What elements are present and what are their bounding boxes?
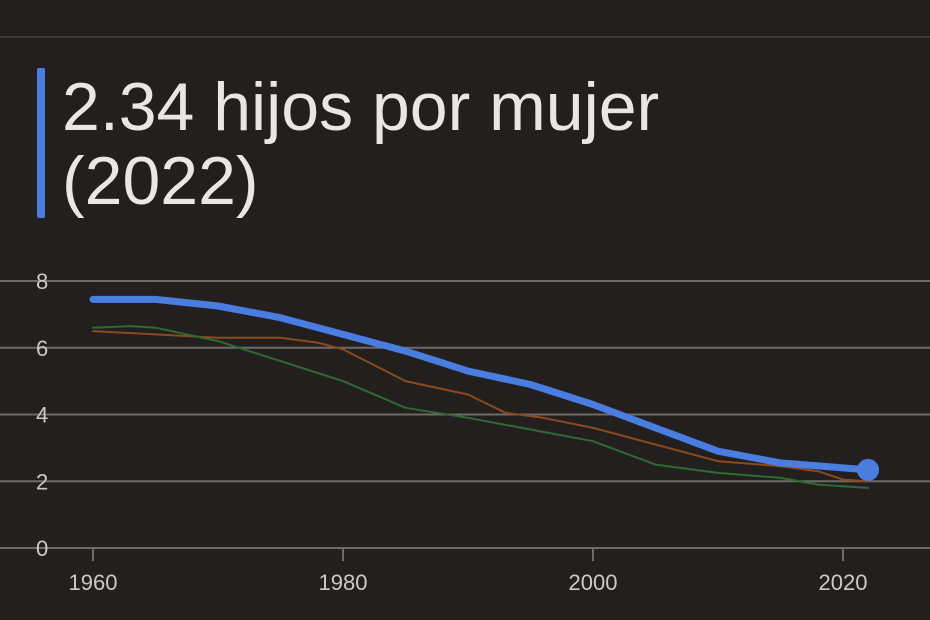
y-tick-label: 8 — [36, 269, 48, 294]
top-divider — [0, 36, 930, 38]
x-axis: 1960 1980 2000 2020 — [69, 548, 868, 595]
series-line-1 — [92, 330, 869, 483]
x-tick-label: 1960 — [69, 570, 118, 595]
headline-value: 2.34 hijos por mujer — [62, 69, 660, 145]
x-tick-label: 2000 — [569, 570, 618, 595]
series-line-2 — [92, 325, 869, 489]
x-tick-label: 1980 — [319, 570, 368, 595]
y-axis: 0 2 4 6 8 — [36, 269, 48, 561]
headline: 2.34 hijos por mujer (2022) — [62, 70, 922, 218]
series-line-0 — [89, 295, 872, 474]
y-tick-label: 0 — [36, 536, 48, 561]
series-layer — [89, 295, 879, 489]
grid-layer — [0, 280, 930, 549]
accent-bar — [37, 68, 45, 218]
x-tick-label: 2020 — [819, 570, 868, 595]
y-tick-label: 2 — [36, 469, 48, 494]
headline-year: (2022) — [62, 143, 259, 219]
series-end-point-0 — [857, 458, 879, 481]
y-tick-label: 4 — [36, 403, 48, 428]
y-tick-label: 6 — [36, 336, 48, 361]
